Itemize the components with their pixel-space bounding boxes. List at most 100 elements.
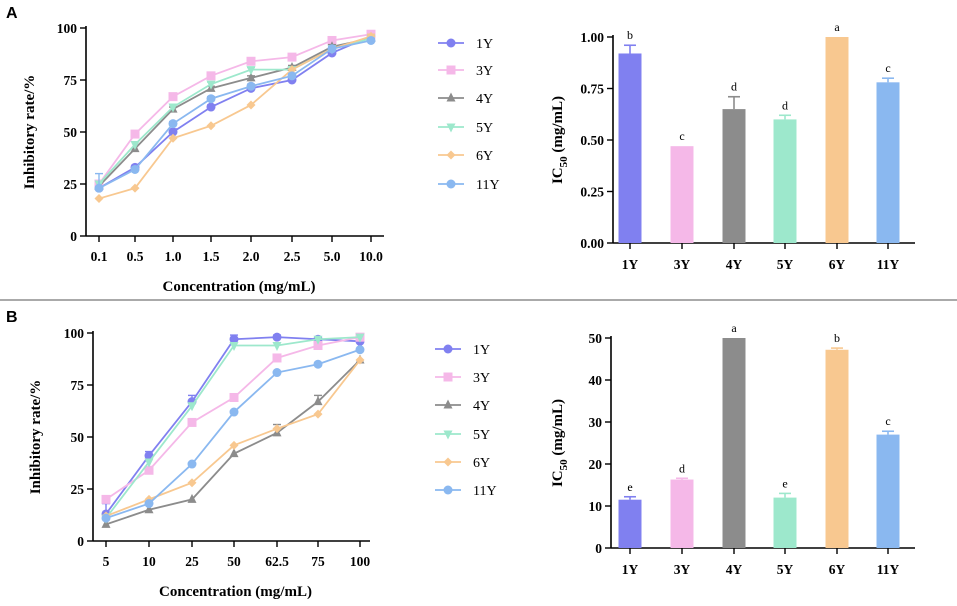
chart-a-bar-significance-label: c <box>679 129 684 143</box>
chart-a-line-y-tick-label: 0 <box>70 229 77 244</box>
chart-b-line-point-3Y <box>229 392 239 402</box>
chart-a-line-point-11Y <box>327 44 337 54</box>
chart-b-bar-y-axis-title-unit: (mg/mL) <box>550 399 566 459</box>
chart-b-line-point-3Y <box>272 353 282 363</box>
chart-a-bar-x-tick-label: 11Y <box>877 257 900 272</box>
chart-b-bar-y-axis-title-ic: IC <box>550 470 566 487</box>
chart-a-bar-bar-4Y <box>722 109 746 243</box>
chart-a-line-legend-marker-1Y <box>446 38 456 48</box>
chart-b-bar-y-axis-title-sub: 50 <box>558 459 570 471</box>
chart-b-line-legend-marker-1Y <box>443 344 453 354</box>
chart-b-line-legend-marker-4Y <box>443 399 453 409</box>
chart-a-bar-x-tick-label: 1Y <box>622 257 639 272</box>
chart-a-bar-y-axis-title-unit: (mg/mL) <box>550 96 566 156</box>
chart-b-bar-significance-label: a <box>731 321 737 335</box>
chart-b-line-y-tick-label: 0 <box>77 534 84 549</box>
chart-b-line-point-4Y <box>229 448 239 458</box>
chart-b-bar-significance-label: d <box>679 461 685 475</box>
chart-b-line-series-line-6Y <box>105 359 361 517</box>
chart-a-line-point-1Y <box>168 127 178 137</box>
chart-a-bar-bar-1Y <box>618 53 642 244</box>
chart-b-bar-x-tick-label: 5Y <box>777 562 794 577</box>
chart-a-bar-significance-label: d <box>782 98 788 112</box>
chart-a-bar-bar-5Y <box>773 119 797 243</box>
chart-a-line-point-4Y <box>246 72 256 82</box>
chart-a-line-point-11Y <box>130 164 140 174</box>
chart-b-bar-x-tick-label: 3Y <box>674 562 691 577</box>
chart-b-line-point-5Y <box>144 458 154 468</box>
chart-b-line-y-tick-label: 25 <box>71 482 85 497</box>
chart-a-bar-significance-label: d <box>731 80 737 94</box>
chart-b-line-legend-label-1Y: 1Y <box>473 343 490 358</box>
chart-b-bar-significance-label: e <box>627 480 632 494</box>
chart-b-line-point-3Y <box>101 494 111 504</box>
chart-a-line-point-11Y <box>94 183 104 193</box>
chart-a-line-x-tick-label: 2.0 <box>243 249 260 264</box>
chart-a-line-point-11Y <box>287 71 297 81</box>
chart-a-line-legend-marker-5Y <box>446 123 456 133</box>
chart-b-line-legend-label-5Y: 5Y <box>473 428 490 443</box>
chart-a-bar-y-tick-label: 1.00 <box>580 30 604 45</box>
chart-b-line-point-6Y <box>272 424 282 434</box>
chart-a-line-point-6Y <box>246 100 256 110</box>
chart-a-line-point-6Y <box>130 183 140 193</box>
chart-b-bar-y-tick-label: 30 <box>589 415 603 430</box>
chart-a-line-x-tick-label: 0.5 <box>127 249 144 264</box>
chart-a-line-series-line-1Y <box>98 35 372 189</box>
chart-a-line-x-tick-label: 5.0 <box>324 249 341 264</box>
chart-b-line-legend-marker-5Y <box>443 430 453 440</box>
chart-a-line-legend-marker-4Y <box>446 92 456 102</box>
chart-a-line-series-line-3Y <box>98 33 372 185</box>
chart-a-line-point-3Y <box>206 71 216 81</box>
chart-b-line-legend-label-6Y: 6Y <box>473 456 490 471</box>
chart-a-line-point-5Y <box>130 140 140 150</box>
chart-b-line-legend-label-4Y: 4Y <box>473 399 490 414</box>
panel-letter-b: B <box>6 309 18 326</box>
chart-a-line-x-tick-label: 10.0 <box>359 249 383 264</box>
chart-b-line-y-tick-label: 100 <box>64 326 85 341</box>
chart-a-line-point-6Y <box>287 65 297 75</box>
chart-b-bar-x-tick-label: 4Y <box>726 562 743 577</box>
chart-b-line-point-5Y <box>313 335 323 345</box>
chart-a-bar-bar-11Y <box>876 82 900 243</box>
chart-a-line-legend-label-6Y: 6Y <box>476 149 493 164</box>
chart-a-line-legend-marker-3Y <box>446 65 456 75</box>
chart-b-line-point-1Y <box>272 332 282 342</box>
chart-b-line-x-tick-label: 10 <box>142 554 156 569</box>
chart-b-line-series-line-3Y <box>105 336 361 501</box>
chart-b-line-point-11Y <box>313 359 323 369</box>
chart-a-line-x-tick-label: 0.1 <box>91 249 108 264</box>
chart-b-line-point-3Y <box>144 465 154 475</box>
chart-b-line-point-4Y <box>313 396 323 406</box>
chart-b-bar-y-tick-label: 40 <box>589 373 603 388</box>
chart-a-line-point-5Y <box>168 103 178 113</box>
chart-b-line-legend-marker-11Y <box>443 485 453 495</box>
chart-a-bar-y-tick-label: 0.25 <box>580 185 604 200</box>
chart-b-line-y-tick-label: 50 <box>71 430 85 445</box>
chart-b-bar-y-tick-label: 0 <box>595 541 602 556</box>
chart-b-line-series-line-11Y <box>105 348 361 519</box>
chart-a-line-y-tick-label: 75 <box>64 73 78 88</box>
chart-b-bar-bar-4Y <box>722 338 746 548</box>
chart-b-bar-y-tick-label: 10 <box>589 499 603 514</box>
chart-b-bar-bar-6Y <box>825 349 849 548</box>
chart-a-bar-significance-label: a <box>834 20 840 34</box>
chart-a-line-y-tick-label: 50 <box>64 125 78 140</box>
chart-a-bar-y-axis-title-sub: 50 <box>558 156 570 168</box>
chart-a-line-y-tick-label: 100 <box>57 21 78 36</box>
chart-b-line-point-6Y <box>229 440 239 450</box>
chart-a-line-point-5Y <box>206 80 216 90</box>
chart-a-line-y-axis-title: Inhibitory rate/% <box>22 75 38 190</box>
chart-b-bar-significance-label: c <box>885 414 890 428</box>
chart-a-bar-x-tick-label: 4Y <box>726 257 743 272</box>
chart-a-line-point-11Y <box>246 81 256 91</box>
chart-b-bar-x-tick-label: 1Y <box>622 562 639 577</box>
chart-b-line-legend-label-3Y: 3Y <box>473 371 490 386</box>
chart-b-line-x-tick-label: 5 <box>103 554 110 569</box>
chart-b-line-point-5Y <box>355 333 365 343</box>
chart-b-line-x-tick-label: 62.5 <box>265 554 289 569</box>
chart-b-bar-y-tick-label: 20 <box>589 457 603 472</box>
chart-b-bar-bar-3Y <box>670 479 694 548</box>
chart-b-line-point-11Y <box>187 459 197 469</box>
chart-a-line-point-3Y <box>327 35 337 45</box>
